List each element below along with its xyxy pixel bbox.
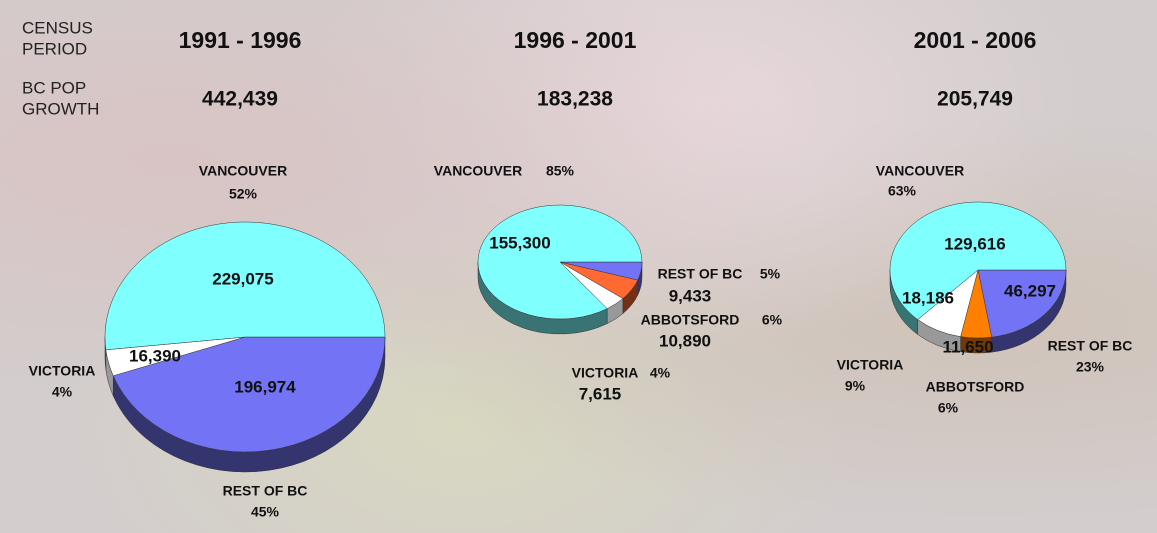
slice-name: ABBOTSFORD	[641, 312, 740, 328]
slice-value: 11,650	[942, 337, 993, 356]
slice-name: VICTORIA	[29, 363, 96, 379]
slice-name: REST OF BC	[1048, 338, 1133, 354]
slice-value: 229,075	[212, 269, 273, 288]
slice-name: VANCOUVER	[434, 163, 522, 179]
slice-value: 9,433	[669, 286, 712, 305]
slice-percent: 52%	[229, 186, 258, 202]
slice-name: REST OF BC	[223, 483, 308, 499]
slice-value: 196,974	[234, 377, 296, 396]
chart-title: 2001 - 2006	[914, 27, 1037, 53]
chart-subtitle: 442,439	[202, 88, 278, 111]
slice-name: REST OF BC	[658, 266, 743, 282]
slice-percent: 6%	[762, 312, 783, 328]
slice-value: 7,615	[579, 384, 622, 403]
slice-percent: 9%	[845, 378, 866, 394]
slice-value: 18,186	[902, 288, 954, 307]
period-label: CENSUS	[22, 18, 93, 37]
chart-title: 1996 - 2001	[514, 27, 637, 53]
pie-slice	[104, 221, 386, 351]
chart-subtitle: 205,749	[937, 88, 1013, 111]
slice-percent: 63%	[888, 183, 917, 199]
slice-percent: 4%	[650, 365, 671, 381]
slice-value: 155,300	[489, 233, 550, 252]
slice-value: 129,616	[944, 234, 1005, 253]
period-label: PERIOD	[22, 39, 87, 58]
slice-name: ABBOTSFORD	[926, 379, 1025, 395]
pie-slice	[477, 204, 643, 320]
slice-percent: 5%	[760, 266, 781, 282]
growth-label: GROWTH	[22, 99, 99, 118]
slice-value: 46,297	[1004, 281, 1056, 300]
growth-label: BC POP	[22, 78, 86, 97]
slice-percent: 85%	[546, 163, 575, 179]
slice-percent: 23%	[1076, 359, 1105, 375]
slice-value: 16,390	[129, 346, 181, 365]
slice-value: 10,890	[659, 331, 711, 350]
chart-subtitle: 183,238	[537, 88, 613, 111]
pie-slice	[112, 336, 386, 453]
slice-name: VANCOUVER	[199, 163, 287, 179]
slice-name: VICTORIA	[837, 357, 904, 373]
chart-title: 1991 - 1996	[179, 27, 302, 53]
pie-slice	[977, 269, 1067, 338]
slice-name: VICTORIA	[572, 365, 639, 381]
slice-percent: 6%	[938, 400, 959, 416]
slice-percent: 4%	[52, 384, 73, 400]
pie-slice	[889, 201, 1067, 320]
slice-name: VANCOUVER	[876, 163, 964, 179]
slice-percent: 45%	[251, 504, 280, 520]
